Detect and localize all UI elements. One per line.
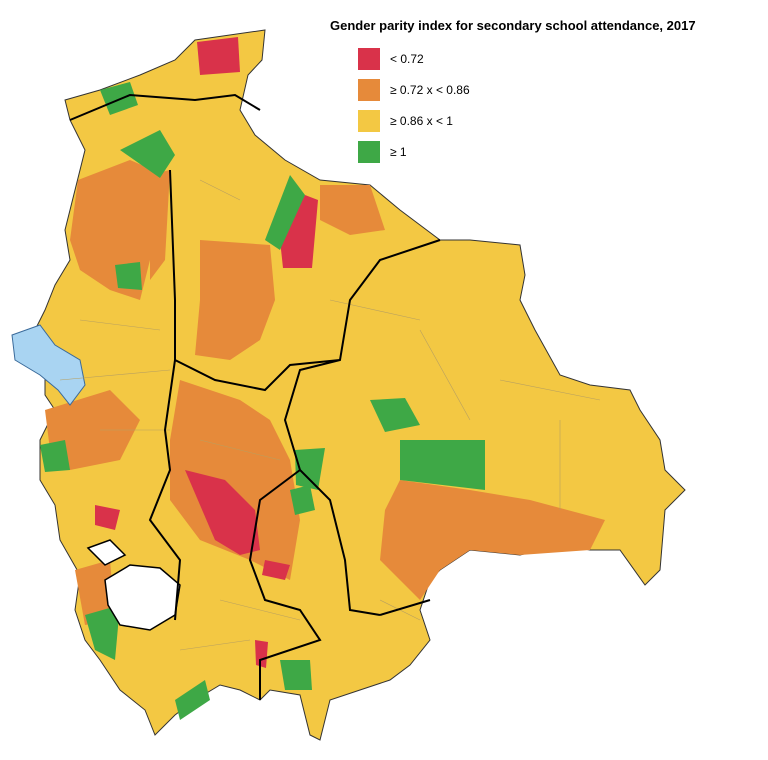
region [175,680,210,720]
legend-swatch [358,110,380,132]
salt-flat [86,539,127,566]
region [75,560,115,625]
region [295,448,325,490]
legend-label: ≥ 0.86 x < 1 [390,114,453,128]
legend-swatch [358,141,380,163]
map [11,29,686,741]
legend-swatch [358,79,380,101]
country-base [29,29,686,741]
region [265,175,305,250]
map-title: Gender parity index for secondary school… [330,18,696,33]
region [85,605,120,660]
legend-label: < 0.72 [390,52,424,66]
region [170,380,300,580]
legend-label: ≥ 1 [390,145,407,159]
region [370,398,420,432]
region [280,195,318,268]
region [120,130,175,178]
region [45,390,140,470]
region [262,560,290,580]
region [100,82,138,115]
region [150,170,170,280]
region [380,480,605,600]
region [95,505,120,530]
region [320,185,385,235]
legend-label: ≥ 0.72 x < 0.86 [390,83,470,97]
region [70,160,165,300]
region [195,240,275,360]
region [400,440,485,490]
region [185,470,260,555]
region [255,640,268,668]
lake [11,324,86,406]
legend-swatch [358,48,380,70]
department-borders [69,93,441,700]
legend: < 0.72 ≥ 0.72 x < 0.86 ≥ 0.86 x < 1 ≥ 1 [358,48,470,163]
region [40,440,70,472]
region [197,37,240,75]
region [290,485,315,515]
region [115,262,142,290]
region [280,660,312,690]
